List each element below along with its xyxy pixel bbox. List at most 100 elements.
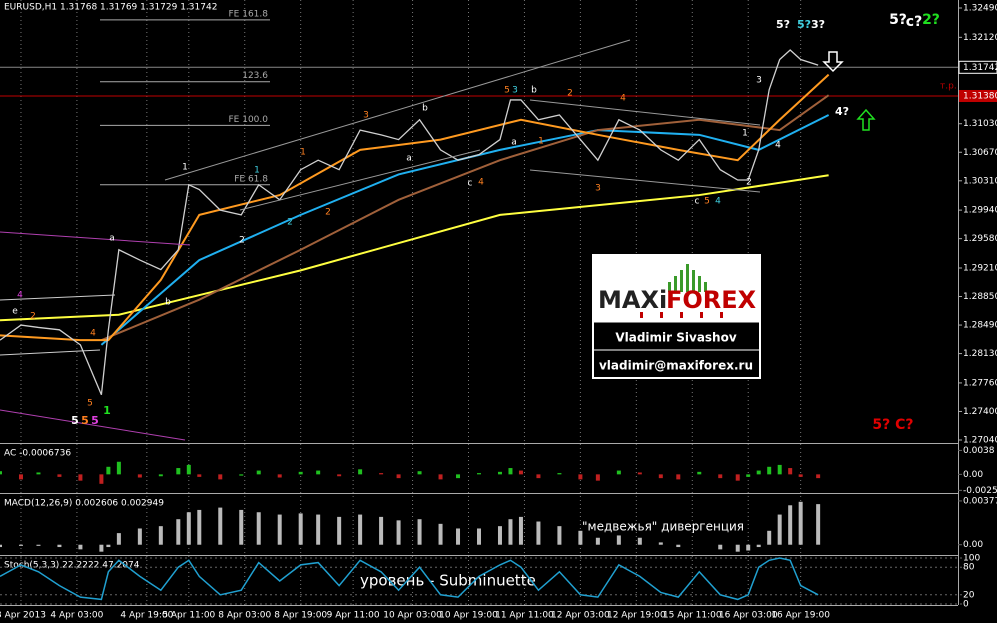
wave-label: 3	[363, 111, 369, 121]
histogram-bar	[106, 466, 111, 475]
logo: MAXi FOREX Vladimir Sivashov vladimir@ma…	[592, 254, 761, 379]
wave-label: 5	[504, 86, 510, 96]
level-label: 1.31380	[963, 91, 997, 101]
moving-average	[101, 94, 830, 342]
histogram-bar	[0, 471, 2, 475]
histogram-bar	[158, 526, 163, 545]
wave-label: e	[12, 307, 18, 317]
moving-average	[0, 174, 829, 322]
wave-label: b	[531, 86, 537, 96]
histogram-bar	[158, 474, 163, 477]
author-name: Vladimir Sivashov	[615, 331, 737, 345]
histogram-bar	[477, 528, 481, 545]
histogram-bar	[277, 474, 282, 478]
pane-title: MACD(12,26,9) 0.002606 0.002949	[4, 499, 164, 509]
wave-label: a	[406, 154, 412, 164]
wave-label: 3?	[811, 18, 825, 31]
histogram-bar	[735, 544, 740, 552]
histogram-bar	[637, 472, 642, 475]
histogram-bar	[396, 474, 401, 479]
x-tick-label: 9 Apr 11:00	[327, 611, 380, 621]
wave-label: 4	[17, 291, 23, 301]
histogram-bar	[616, 470, 621, 475]
histogram-bar	[477, 473, 481, 475]
wave-label: 2	[30, 312, 36, 322]
y-tick-label: 100	[963, 554, 980, 564]
stoch-line	[0, 557, 819, 601]
histogram-bar	[798, 501, 803, 545]
level-name: т.р.	[940, 81, 957, 91]
histogram-bar	[756, 470, 761, 475]
y-tick-label: 1.28490	[963, 321, 997, 331]
wave-label: 4?	[835, 105, 849, 118]
histogram-bar	[417, 519, 422, 545]
histogram-bar	[316, 514, 321, 545]
wave-label: c?	[906, 14, 922, 30]
price-pane: FE 161.8 123.6 FE 100.0 FE 61.8 т.р.	[0, 0, 958, 605]
histogram-bar	[57, 474, 62, 477]
channels	[0, 39, 761, 441]
wave-label: 1	[103, 404, 111, 417]
wave-label: 4	[715, 197, 721, 207]
wave-label: 2?	[922, 12, 940, 28]
y-tick-label: 20	[963, 590, 975, 600]
histogram-bar	[557, 526, 562, 545]
histogram-bar	[57, 544, 62, 548]
histogram-bar	[176, 519, 181, 545]
y-tick-label: 0.00	[963, 470, 983, 480]
x-tick-label: 12 Apr 19:00	[607, 611, 666, 621]
brand-left: MAXi	[598, 286, 667, 314]
histogram-bar	[197, 474, 202, 477]
wave-label: 5? C?	[872, 417, 913, 433]
wave-label: 2	[325, 208, 331, 218]
wave-label: 4	[90, 329, 96, 339]
x-tick-label: 4 Apr 03:00	[50, 611, 103, 621]
histogram-bar	[777, 514, 782, 545]
y-tick-label: 0.003775	[963, 496, 997, 506]
y-tick-label: 1.32490	[963, 4, 997, 14]
histogram-bar	[116, 533, 121, 545]
current-box	[958, 60, 997, 74]
y-tick-label: -0.00254	[963, 486, 997, 496]
y-tick-label: 1.29940	[963, 206, 997, 216]
histogram-bar	[536, 521, 541, 545]
histogram-bar	[697, 471, 702, 475]
histogram-bar	[396, 520, 401, 545]
x-tick-label: 8 Apr 19:00	[274, 611, 327, 621]
histogram-bar	[637, 537, 642, 545]
wave-label: 5?	[776, 18, 790, 31]
y-tick-label: 0.00	[963, 540, 983, 550]
histogram-bar	[816, 474, 821, 479]
histogram-bar	[456, 474, 461, 479]
histogram-bar	[176, 468, 181, 475]
y-tick-label: 1.31030	[963, 119, 997, 129]
histogram-bar	[438, 523, 443, 545]
wave-label: a	[511, 138, 517, 148]
y-tick-label: 1.30310	[963, 176, 997, 186]
histogram-bar	[735, 474, 740, 481]
histogram-bar	[277, 514, 282, 545]
histogram-bar	[557, 473, 562, 475]
histogram-bar	[497, 471, 502, 475]
histogram-bar	[337, 474, 342, 477]
wave-label: 5	[91, 414, 99, 427]
wave-label: 4	[775, 141, 781, 151]
y-tick-label: 1.29580	[963, 234, 997, 244]
down-arrow	[822, 51, 844, 73]
pane-title: Stoch(5,3,3) 22.2222 47.2074	[4, 561, 140, 571]
author-email: vladimir@maxiforex.ru	[599, 359, 753, 373]
histogram-bar	[316, 470, 321, 475]
histogram-bar	[256, 512, 261, 545]
wave-label: 3	[595, 184, 601, 194]
y-tick-label: 1.32120	[963, 33, 997, 43]
histogram-bar	[595, 474, 600, 481]
wave-label: b	[422, 104, 428, 114]
histogram-bar	[767, 466, 772, 475]
y-tick-label: 1.28130	[963, 349, 997, 359]
histogram-bar	[218, 474, 223, 480]
wave-label: 5	[87, 399, 93, 409]
histogram-bar	[379, 473, 384, 475]
level-box	[959, 89, 997, 102]
histogram-bar	[508, 519, 513, 545]
